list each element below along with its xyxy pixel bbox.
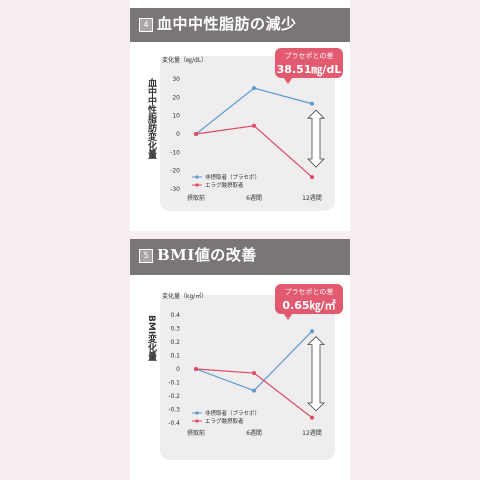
y-tick-label: -0.1 [168,380,180,387]
panel-title: 血中中性脂肪の減少 [157,15,297,33]
series-line [195,125,313,178]
callout-value: 38.51㎎/dL [276,63,342,76]
y-tick-label: -0.2 [168,393,180,400]
vertical-axis-title: 血中中性脂肪変化量 [146,78,156,159]
difference-callout: プラセボとの差 38.51㎎/dL [275,48,343,84]
legend-marker [195,183,199,187]
legend-label: エラグ酸摂取者 [205,181,244,189]
y-tick-label: -10 [170,149,180,156]
y-tick-label: -30 [170,186,180,193]
y-tick-label: -0.3 [168,407,180,414]
y-axis-label: 変化量（㎎/dL） [162,57,208,64]
bmi-panel: 5 BMI値の改善 BMI変化量 変化量（kg/㎡） プラセボとの差 0.65㎏… [130,239,350,480]
bmi-chart: 0.4 0.3 0.2 0.1 0 -0.1 -0.2 -0.3 -0.4 摂取前 6週間 12週間 非… [168,312,325,437]
y-tick-label: 0.1 [170,353,180,360]
legend-marker [195,175,199,179]
legend-marker [195,419,199,423]
panel-header: 5 BMI値の改善 [130,239,350,275]
legend-label: 非摂取者（プラセボ） [205,173,260,181]
y-tick-label: 10 [172,113,180,120]
data-point [252,86,256,91]
legend-label: 非摂取者（プラセボ） [205,409,260,417]
y-tick-label: 0.4 [170,312,180,319]
x-tick-label: 12週間 [302,429,322,437]
x-tick-label: 摂取前 [187,429,205,437]
data-point [252,123,256,128]
panel-header: 4 血中中性脂肪の減少 [130,8,350,42]
callout-value: 0.65㎏/㎡ [282,299,336,312]
data-point [194,132,198,136]
y-tick-label: -20 [170,168,180,175]
x-tick-label: 摂取前 [187,194,205,202]
difference-arrow [307,336,325,412]
triglyceride-chart: 30 20 10 0 -10 -20 -30 摂取前 6週間 12週間 非摂取者（プラセボ）エラグ酸… [170,76,325,202]
x-tick-label: 6週間 [246,429,262,437]
difference-callout: プラセボとの差 0.65㎏/㎡ [275,284,343,320]
callout-label: プラセボとの差 [284,288,334,296]
series-line [195,330,313,392]
difference-arrow [307,109,325,168]
section-number: 4 [139,18,153,32]
y-tick-label: 0 [176,131,180,138]
y-axis-label: 変化量（kg/㎡） [162,293,208,300]
data-point [252,371,256,376]
legend-marker [195,411,199,415]
panel-title: BMI値の改善 [157,246,257,264]
triglyceride-panel: 4 血中中性脂肪の減少 血中中性脂肪変化量 変化量（㎎/dL） プラセボとの差 … [130,0,350,231]
data-point [310,415,314,420]
data-point [194,367,198,371]
data-point [310,329,314,334]
section-number: 5 [139,249,153,263]
data-point [310,175,314,180]
chart-card [160,56,335,211]
x-tick-label: 6週間 [246,194,262,202]
y-tick-label: -0.4 [168,420,180,427]
y-tick-label: 0.3 [170,326,180,333]
y-tick-label: 20 [172,94,180,101]
y-tick-label: 30 [172,76,180,83]
x-tick-label: 12週間 [302,194,322,202]
vertical-axis-title: BMI変化量 [146,315,156,362]
data-point [310,101,314,106]
data-point [252,388,256,393]
y-tick-label: 0.2 [170,339,180,346]
legend-label: エラグ酸摂取者 [205,417,244,425]
y-tick-label: 0 [176,366,180,373]
chart-card [160,295,335,460]
callout-label: プラセボとの差 [284,52,334,60]
